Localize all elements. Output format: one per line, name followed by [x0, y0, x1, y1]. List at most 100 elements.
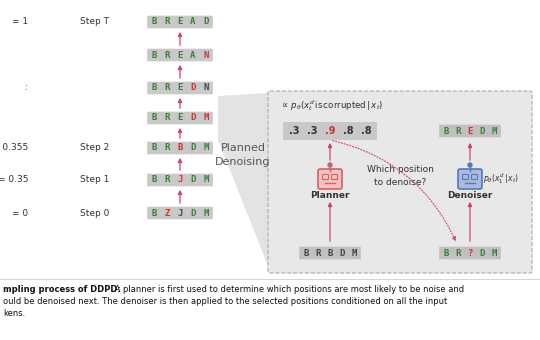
Text: E: E — [177, 51, 183, 59]
Text: D: D — [190, 114, 195, 122]
FancyBboxPatch shape — [186, 207, 200, 219]
Circle shape — [468, 163, 472, 167]
FancyBboxPatch shape — [173, 174, 187, 186]
FancyBboxPatch shape — [439, 125, 453, 137]
Text: R: R — [164, 114, 170, 122]
FancyBboxPatch shape — [173, 16, 187, 28]
FancyBboxPatch shape — [147, 207, 161, 219]
FancyBboxPatch shape — [173, 49, 187, 61]
Text: Step 2: Step 2 — [80, 143, 109, 153]
FancyBboxPatch shape — [147, 142, 161, 154]
Text: Planned
Denoising: Planned Denoising — [215, 142, 271, 167]
FancyBboxPatch shape — [199, 82, 213, 94]
Text: M: M — [204, 208, 208, 218]
FancyBboxPatch shape — [332, 174, 338, 180]
Text: = 0.35: = 0.35 — [0, 175, 28, 185]
Text: R: R — [164, 17, 170, 27]
FancyBboxPatch shape — [475, 125, 489, 137]
FancyBboxPatch shape — [335, 247, 349, 259]
Text: mpling process of DDPD:: mpling process of DDPD: — [3, 285, 121, 294]
Text: M: M — [204, 114, 208, 122]
Text: B: B — [151, 84, 157, 92]
FancyBboxPatch shape — [173, 112, 187, 124]
FancyBboxPatch shape — [463, 125, 477, 137]
Text: Denoiser: Denoiser — [447, 190, 492, 200]
Text: $\propto\, p_\theta(x_t^d\, \mathrm{is\, corrupted}\, |\, x_t)$: $\propto\, p_\theta(x_t^d\, \mathrm{is\,… — [280, 99, 383, 114]
Text: B: B — [151, 51, 157, 59]
Text: B: B — [151, 114, 157, 122]
FancyBboxPatch shape — [160, 49, 174, 61]
FancyBboxPatch shape — [323, 247, 337, 259]
Text: D: D — [190, 143, 195, 153]
Text: B: B — [151, 208, 157, 218]
FancyBboxPatch shape — [199, 49, 213, 61]
Text: R: R — [164, 51, 170, 59]
Text: :: : — [25, 84, 28, 92]
Text: R: R — [455, 249, 461, 257]
Text: .9: .9 — [325, 126, 335, 136]
Text: Step 0: Step 0 — [80, 208, 110, 218]
FancyBboxPatch shape — [299, 247, 313, 259]
Text: B: B — [443, 126, 449, 136]
Text: M: M — [491, 249, 497, 257]
FancyBboxPatch shape — [451, 247, 465, 259]
Text: ?: ? — [467, 249, 472, 257]
Text: B: B — [177, 143, 183, 153]
Text: $p_\theta(x_1^d\,|\,x_t)$: $p_\theta(x_1^d\,|\,x_t)$ — [483, 172, 519, 186]
FancyBboxPatch shape — [268, 91, 532, 273]
Text: .3: .3 — [307, 126, 318, 136]
Text: R: R — [164, 84, 170, 92]
Text: D: D — [204, 17, 208, 27]
Text: kens.: kens. — [3, 309, 25, 318]
Text: Step T: Step T — [80, 17, 109, 27]
FancyBboxPatch shape — [347, 247, 361, 259]
Text: N: N — [204, 84, 208, 92]
FancyBboxPatch shape — [322, 174, 328, 180]
FancyBboxPatch shape — [487, 247, 501, 259]
FancyBboxPatch shape — [439, 247, 453, 259]
Text: D: D — [480, 126, 485, 136]
Text: A: A — [190, 17, 195, 27]
Text: B: B — [151, 17, 157, 27]
FancyBboxPatch shape — [160, 174, 174, 186]
Text: N: N — [204, 51, 208, 59]
Text: J: J — [177, 175, 183, 185]
Text: B: B — [303, 249, 309, 257]
FancyBboxPatch shape — [173, 82, 187, 94]
Text: .3: .3 — [289, 126, 299, 136]
Text: = 0.355: = 0.355 — [0, 143, 28, 153]
FancyBboxPatch shape — [311, 247, 325, 259]
FancyBboxPatch shape — [199, 207, 213, 219]
Text: M: M — [204, 143, 208, 153]
Text: D: D — [190, 84, 195, 92]
Text: M: M — [204, 175, 208, 185]
Text: Z: Z — [164, 208, 170, 218]
FancyBboxPatch shape — [487, 125, 501, 137]
FancyBboxPatch shape — [173, 142, 187, 154]
Text: E: E — [177, 114, 183, 122]
FancyBboxPatch shape — [199, 174, 213, 186]
FancyBboxPatch shape — [160, 82, 174, 94]
Text: D: D — [480, 249, 485, 257]
FancyBboxPatch shape — [186, 142, 200, 154]
Polygon shape — [218, 93, 270, 271]
FancyBboxPatch shape — [160, 16, 174, 28]
Text: Step 1: Step 1 — [80, 175, 110, 185]
Text: B: B — [327, 249, 333, 257]
Text: ould be denoised next. The denoiser is then applied to the selected positions co: ould be denoised next. The denoiser is t… — [3, 297, 447, 306]
FancyBboxPatch shape — [463, 247, 477, 259]
Text: B: B — [151, 175, 157, 185]
Text: D: D — [190, 175, 195, 185]
FancyBboxPatch shape — [199, 112, 213, 124]
FancyBboxPatch shape — [160, 207, 174, 219]
Text: R: R — [315, 249, 321, 257]
FancyBboxPatch shape — [160, 142, 174, 154]
FancyBboxPatch shape — [475, 247, 489, 259]
Text: = 0: = 0 — [12, 208, 28, 218]
Text: R: R — [164, 143, 170, 153]
FancyBboxPatch shape — [186, 112, 200, 124]
FancyBboxPatch shape — [451, 125, 465, 137]
Text: A: A — [190, 51, 195, 59]
Text: M: M — [352, 249, 357, 257]
FancyBboxPatch shape — [471, 174, 477, 180]
